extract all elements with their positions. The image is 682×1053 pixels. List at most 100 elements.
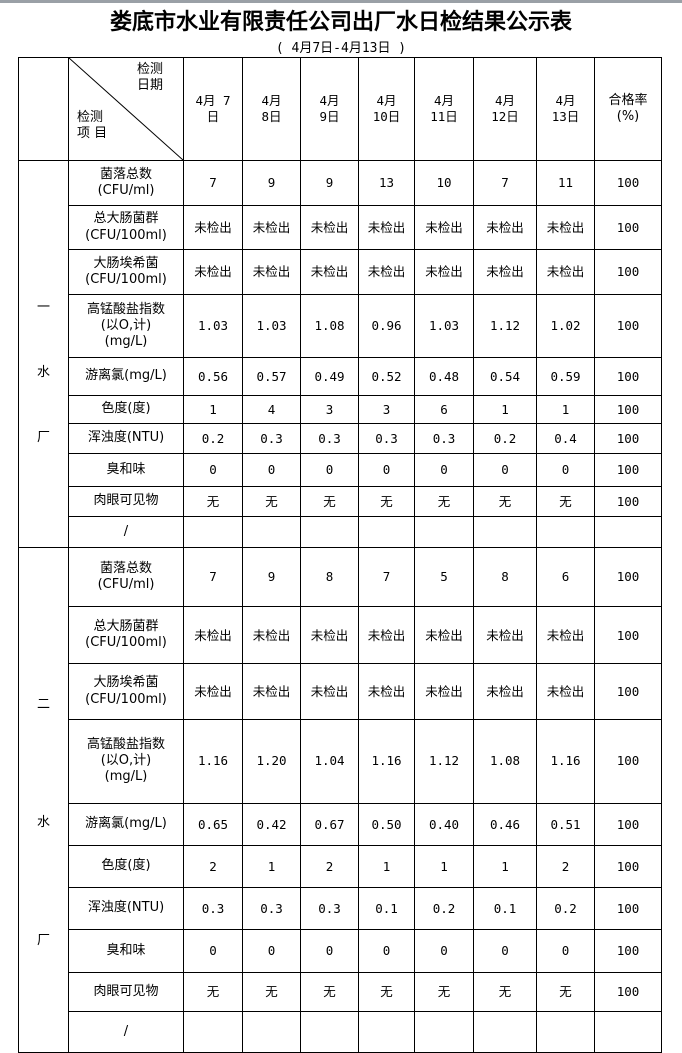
item-name: /: [68, 516, 184, 548]
value-cell: 0: [358, 929, 415, 973]
rate-cell: 100: [594, 546, 662, 608]
date-header: 4月 9日: [300, 57, 359, 161]
rate-cell: 100: [594, 802, 662, 847]
value-cell: 无: [414, 971, 474, 1012]
value-cell: [300, 516, 359, 548]
value-cell: 1.02: [536, 294, 595, 358]
text-line: /: [123, 523, 129, 539]
value-cell: 未检出: [414, 606, 474, 665]
text-line: 游离氯(mg/L): [85, 816, 167, 832]
rate-header: 合格率 (%): [594, 57, 662, 161]
text-line: (CFU/ml): [97, 183, 155, 198]
value-cell: 0.42: [242, 802, 301, 847]
value-cell: 1: [358, 845, 415, 888]
value-cell: 3: [300, 395, 359, 424]
value-cell: 0.3: [242, 886, 301, 931]
value-cell: 无: [473, 971, 537, 1012]
value-cell: 无: [242, 971, 301, 1012]
rate-cell: 100: [594, 294, 662, 358]
value-cell: 未检出: [242, 249, 301, 295]
item-name: 总大肠菌群 (CFU/100ml): [68, 606, 184, 665]
value-cell: 1.03: [242, 294, 301, 358]
item-name: 菌落总数 (CFU/ml): [68, 160, 184, 206]
value-cell: [473, 1010, 537, 1053]
value-cell: 0: [536, 929, 595, 973]
value-cell: 未检出: [473, 606, 537, 665]
table-row: 一水厂菌落总数 (CFU/ml) 7 9 9 13 10 7 11 100: [18, 160, 662, 548]
value-cell: 0: [414, 453, 474, 487]
rate-cell: 100: [594, 249, 662, 295]
value-cell: 无: [414, 486, 474, 517]
text-line: 4月: [261, 93, 282, 109]
value-cell: [242, 1010, 301, 1053]
text-line: 4月: [319, 93, 340, 109]
plant-name-char: 二: [36, 697, 50, 712]
text-line: 检测: [136, 62, 163, 77]
text-line: (CFU/100ml): [85, 272, 167, 287]
text-line: 色度(度): [101, 401, 151, 417]
value-cell: 未检出: [300, 205, 359, 250]
item-name: 大肠埃希菌 (CFU/100ml): [68, 249, 184, 295]
value-cell: 13: [358, 160, 415, 206]
value-cell: 1.12: [414, 718, 474, 804]
value-cell: 7: [183, 160, 243, 206]
value-cell: 6: [536, 546, 595, 608]
value-cell: 未检出: [536, 663, 595, 720]
table-row: 总大肠菌群 (CFU/100ml) 未检出 未检出 未检出 未检出 未检出 未检出 未检出 100: [19, 205, 662, 250]
text-line: (CFU/100ml): [85, 691, 167, 707]
value-cell: 2: [183, 845, 243, 888]
value-cell: 0.51: [536, 802, 595, 847]
value-cell: 未检出: [183, 205, 243, 250]
page-title: 娄底市水业有限责任公司出厂水日检结果公示表: [109, 10, 572, 35]
value-cell: 未检出: [358, 606, 415, 665]
item-name: 浑浊度(NTU): [68, 423, 184, 454]
value-cell: 1: [473, 845, 537, 888]
text-line: 游离氯(mg/L): [85, 368, 167, 384]
value-cell: [414, 1010, 474, 1053]
item-name: 浑浊度(NTU): [68, 886, 184, 931]
value-cell: 无: [183, 971, 243, 1012]
value-cell: 9: [242, 160, 301, 206]
value-cell: 无: [300, 971, 359, 1012]
value-cell: [358, 1010, 415, 1053]
text-line: 总大肠菌群: [93, 211, 159, 227]
value-cell: 0: [300, 929, 359, 973]
rate-cell: 100: [594, 886, 662, 931]
value-cell: 无: [242, 486, 301, 517]
text-line: 总大肠菌群: [93, 619, 159, 635]
rate-cell: [594, 1010, 662, 1053]
item-name: 色度(度): [68, 845, 184, 888]
value-cell: 未检出: [242, 205, 301, 250]
value-cell: 未检出: [414, 249, 474, 295]
text-line: 4月: [555, 93, 576, 109]
table-row: 浑浊度(NTU) 0.2 0.3 0.3 0.3 0.3 0.2 0.4 100: [19, 423, 662, 454]
table-row: /: [19, 516, 662, 548]
date-header: 4月 13日: [536, 57, 595, 161]
value-cell: 0.57: [242, 357, 301, 396]
value-cell: [536, 516, 595, 548]
value-cell: 0.4: [536, 423, 595, 454]
value-cell: 0: [183, 453, 243, 487]
table-row: 高锰酸盐指数 (以O,计) (mg/L) 1.03 1.03 1.08 0.96 1.03 1.…: [19, 294, 662, 358]
text-line: 4月: [376, 93, 397, 109]
value-cell: 无: [358, 486, 415, 517]
value-cell: 0: [358, 453, 415, 487]
table-row: 色度(度) 2 1 2 1 1 1 2 100: [19, 845, 662, 888]
text-line: 肉眼可见物: [93, 983, 159, 999]
value-cell: 0.1: [473, 886, 537, 931]
text-line: 合格率: [608, 92, 648, 108]
text-line: 13日: [551, 109, 580, 124]
value-cell: 1.20: [242, 718, 301, 804]
text-line: 臭和味: [106, 942, 146, 958]
text-line: 菌落总数: [99, 166, 152, 182]
text-line: 菌落总数: [99, 560, 152, 576]
value-cell: 0: [242, 929, 301, 973]
text-line: 浑浊度(NTU): [87, 900, 165, 916]
value-cell: 11: [536, 160, 595, 206]
text-line: (CFU/ml): [97, 577, 155, 593]
table-row: 游离氯(mg/L) 0.56 0.57 0.49 0.52 0.48 0.54 0.59 100: [19, 357, 662, 396]
rate-cell: 100: [594, 160, 662, 206]
value-cell: 未检出: [473, 663, 537, 720]
value-cell: [300, 1010, 359, 1053]
